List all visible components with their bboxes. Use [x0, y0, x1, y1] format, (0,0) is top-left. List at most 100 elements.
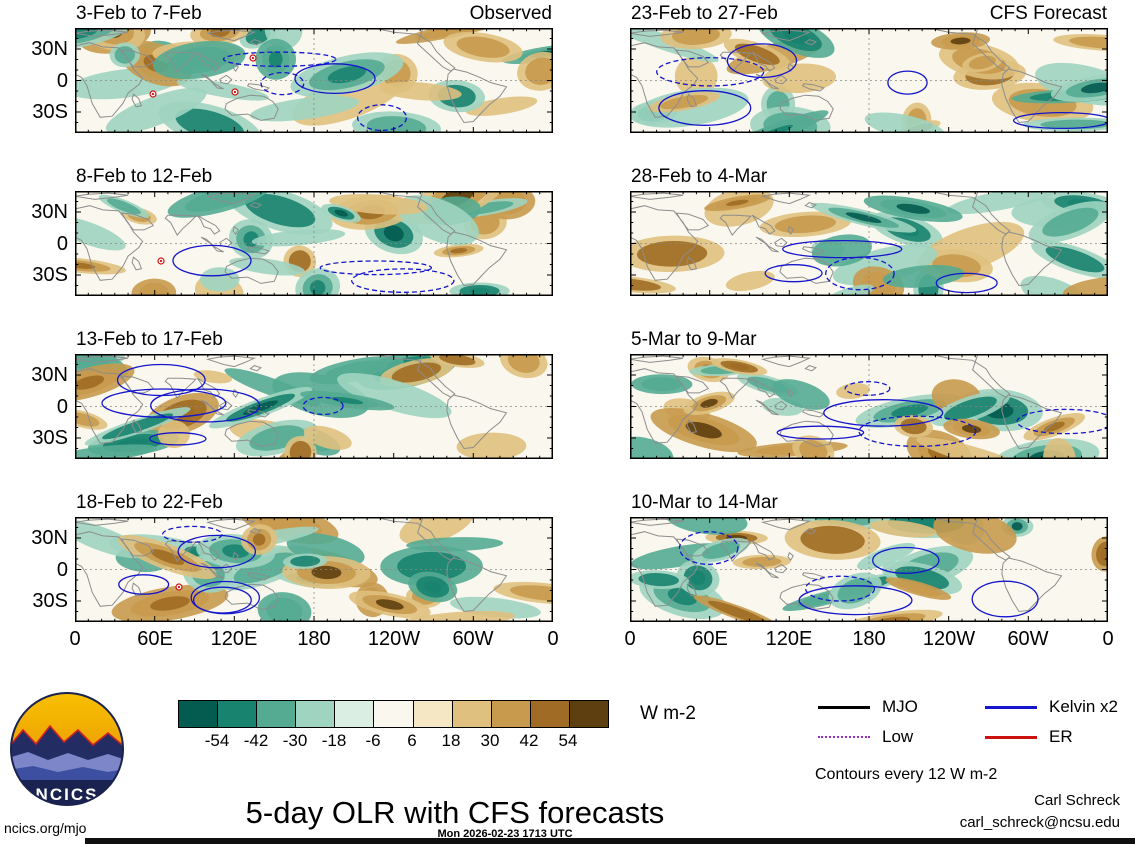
- x-tick-label: 120W: [367, 628, 421, 650]
- y-tick-label: 0: [56, 70, 68, 92]
- figure-title: 5-day OLR with CFS forecasts: [245, 795, 665, 830]
- panel-header: 8-Feb to 12-Feb: [75, 165, 553, 189]
- y-tick-label: 30N: [31, 527, 68, 549]
- olr-map: [630, 517, 1108, 622]
- panel-title: 5-Mar to 9-Mar: [631, 329, 757, 350]
- logo-text: NCICS: [36, 785, 99, 804]
- legend-label: ER: [1049, 727, 1073, 746]
- generation-timestamp: Mon 2026-02-23 1713 UTC: [437, 828, 573, 840]
- credit-email: carl_schreck@ncsu.edu: [959, 814, 1120, 831]
- contour-interval-note: Contours every 12 W m-2: [815, 766, 998, 783]
- panel-title: 10-Mar to 14-Mar: [631, 492, 778, 513]
- site-url: ncics.org/mjo: [4, 820, 87, 836]
- legend-item-mjo: MJO: [818, 697, 918, 717]
- colorbar: [178, 700, 609, 728]
- y-tick-label: 0: [56, 559, 68, 581]
- y-tick-label: 30S: [32, 427, 68, 449]
- panel-forecast-3: 5-Mar to 9-Mar: [630, 328, 1108, 459]
- x-tick-label: 0: [547, 628, 559, 650]
- olr-map: [75, 28, 553, 133]
- colorbar-segment: [335, 701, 375, 727]
- credit-name: Carl Schreck: [1034, 792, 1120, 809]
- colorbar-segment: [218, 701, 258, 727]
- colorbar-segment: [530, 701, 570, 727]
- olr-map: [630, 191, 1108, 296]
- x-tick-label: 0: [1102, 628, 1114, 650]
- colorbar-tick: 42: [519, 731, 539, 750]
- colorbar-tick: -30: [282, 731, 308, 750]
- colorbar-segment: [569, 701, 609, 727]
- colorbar-segment: [296, 701, 336, 727]
- x-tick-label: 60W: [452, 628, 494, 650]
- x-tick-label: 60E: [692, 628, 728, 650]
- colorbar-tick: 54: [558, 731, 578, 750]
- x-tick-label: 180: [852, 628, 886, 650]
- colorbar-segment: [452, 701, 492, 727]
- panel-observed-4: 18-Feb to 22-Feb: [75, 491, 553, 622]
- panel-header: 13-Feb to 17-Feb: [75, 328, 553, 352]
- panel-observed-1: 3-Feb to 7-Feb Observed: [75, 2, 553, 133]
- panel-title: 8-Feb to 12-Feb: [76, 166, 213, 187]
- colorbar-segment: [179, 701, 219, 727]
- panel-title: 23-Feb to 27-Feb: [631, 3, 778, 24]
- olr-map: [630, 28, 1108, 133]
- colorbar-segment: [413, 701, 453, 727]
- y-tick-label: 30N: [31, 364, 68, 386]
- y-tick-label: 30N: [31, 201, 68, 223]
- y-tick-label: 30S: [32, 590, 68, 612]
- colorbar-tick: 30: [480, 731, 500, 750]
- legend-item-kelvin: Kelvin x2: [985, 697, 1118, 717]
- colorbar-tick: -54: [204, 731, 230, 750]
- legend-label: Low: [882, 727, 914, 746]
- y-tick-label: 30S: [32, 101, 68, 123]
- panel-observed-3: 13-Feb to 17-Feb: [75, 328, 553, 459]
- panel-header: 10-Mar to 14-Mar: [630, 491, 1108, 515]
- legend-label: MJO: [882, 697, 918, 716]
- panel-title: 28-Feb to 4-Mar: [631, 166, 768, 187]
- colorbar-tick: 18: [441, 731, 461, 750]
- colorbar-segment: [257, 701, 297, 727]
- panel-header: 23-Feb to 27-Feb CFS Forecast: [630, 2, 1108, 26]
- olr-map: [630, 354, 1108, 459]
- panel-header: 28-Feb to 4-Mar: [630, 165, 1108, 189]
- colorbar-tick: -42: [243, 731, 269, 750]
- colorbar-tick: -6: [365, 731, 381, 750]
- colorbar-segment: [491, 701, 531, 727]
- legend-label: Kelvin x2: [1049, 697, 1118, 716]
- y-tick-label: 0: [56, 233, 68, 255]
- panel-header: 5-Mar to 9-Mar: [630, 328, 1108, 352]
- mjo-line-swatch: [818, 705, 870, 709]
- panel-annotation: CFS Forecast: [989, 3, 1107, 24]
- olr-map: [75, 354, 553, 459]
- er-line-swatch: [985, 735, 1037, 739]
- x-tick-label: 0: [624, 628, 636, 650]
- kelvin-line-swatch: [985, 705, 1037, 709]
- legend-item-er: ER: [985, 727, 1073, 747]
- panel-title: 13-Feb to 17-Feb: [76, 329, 223, 350]
- bottom-bar: [85, 838, 1135, 844]
- colorbar-segment: [374, 701, 414, 727]
- panel-header: 3-Feb to 7-Feb Observed: [75, 2, 553, 26]
- y-tick-label: 0: [56, 396, 68, 418]
- colorbar-units: W m-2: [640, 703, 696, 724]
- panel-observed-2: 8-Feb to 12-Feb: [75, 165, 553, 296]
- x-tick-label: 180: [297, 628, 331, 650]
- olr-map: [75, 517, 553, 622]
- panel-header: 18-Feb to 22-Feb: [75, 491, 553, 515]
- legend-item-low: Low: [818, 727, 913, 747]
- panel-title: 18-Feb to 22-Feb: [76, 492, 223, 513]
- panel-annotation: Observed: [469, 3, 552, 24]
- x-tick-label: 120E: [765, 628, 813, 650]
- low-line-swatch: [818, 736, 870, 738]
- ncics-logo: NCICS: [10, 692, 124, 806]
- olr-map: [75, 191, 553, 296]
- x-tick-label: 60E: [137, 628, 173, 650]
- colorbar-tick: -18: [321, 731, 347, 750]
- panel-forecast-4: 10-Mar to 14-Mar: [630, 491, 1108, 622]
- colorbar-tick: 6: [407, 731, 417, 750]
- x-tick-label: 60W: [1007, 628, 1049, 650]
- x-tick-label: 0: [69, 628, 81, 650]
- panel-forecast-1: 23-Feb to 27-Feb CFS Forecast: [630, 2, 1108, 133]
- x-tick-label: 120E: [210, 628, 258, 650]
- y-tick-label: 30N: [31, 38, 68, 60]
